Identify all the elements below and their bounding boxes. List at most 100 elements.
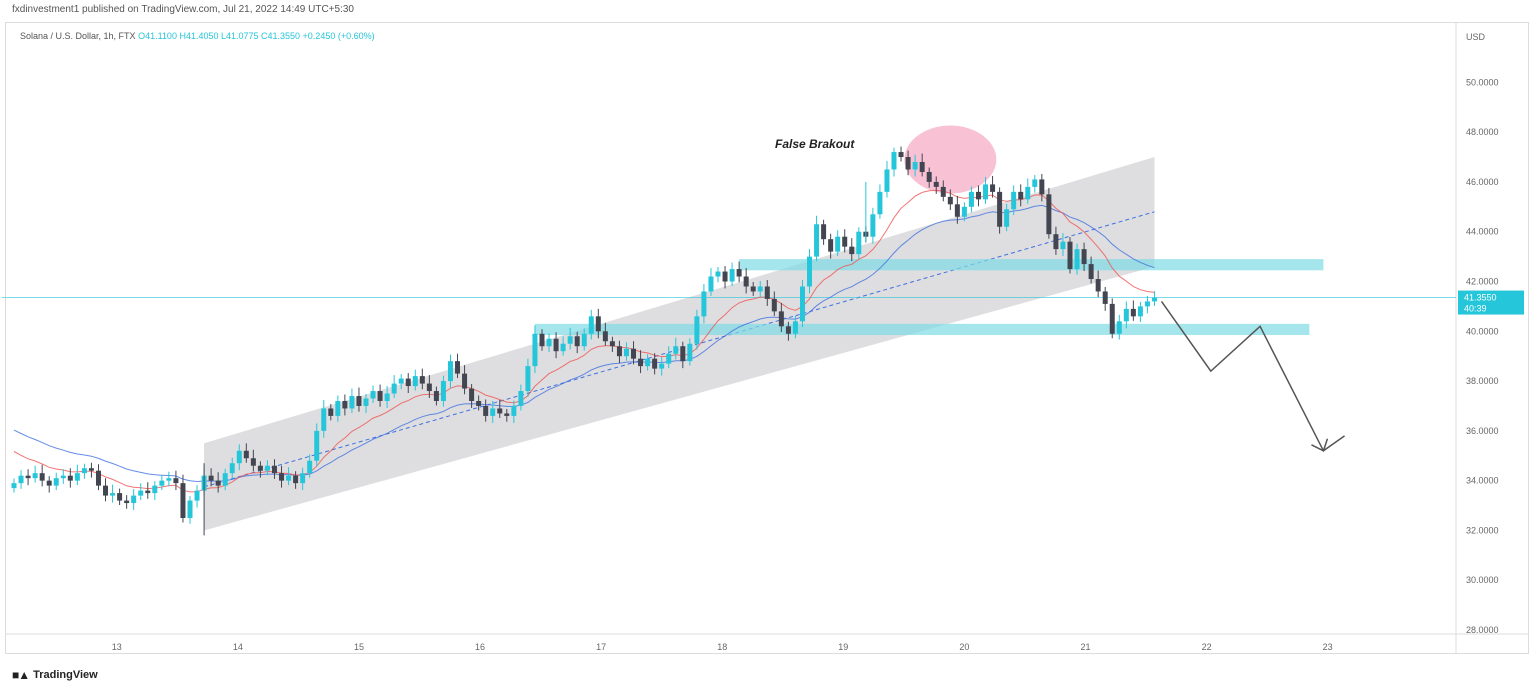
candle <box>1109 303 1115 334</box>
candle <box>1060 241 1066 250</box>
candle <box>1137 306 1143 317</box>
candle <box>1151 297 1157 302</box>
candle <box>1095 279 1101 292</box>
tradingview-logo[interactable]: ■▲ TradingView <box>12 668 98 682</box>
candle <box>926 171 932 182</box>
candle <box>645 358 651 367</box>
candle <box>1025 186 1031 200</box>
candle <box>954 204 960 217</box>
candle <box>814 224 820 257</box>
candle <box>539 333 545 347</box>
candle <box>321 408 327 431</box>
y-tick-label: 42.0000 <box>1466 276 1499 286</box>
candle <box>1046 194 1052 235</box>
price-tag-value: 41.3550 <box>1464 293 1497 303</box>
candle <box>46 480 52 486</box>
candle <box>243 450 249 459</box>
candle <box>222 473 228 486</box>
candle <box>792 321 798 334</box>
candle <box>560 343 566 352</box>
candle <box>666 353 672 364</box>
candle <box>384 393 390 401</box>
candle <box>1130 308 1136 317</box>
candle <box>145 490 151 494</box>
candle <box>1032 179 1038 187</box>
candle <box>405 378 411 387</box>
x-tick-label: 13 <box>112 642 122 652</box>
candle <box>1102 291 1108 304</box>
candle <box>1123 308 1129 322</box>
candle <box>74 473 80 481</box>
candle <box>849 246 855 255</box>
candle <box>159 480 165 486</box>
candle <box>884 169 890 192</box>
candle <box>842 236 848 247</box>
candle <box>518 391 524 406</box>
candle <box>532 333 538 367</box>
y-tick-label: 32.0000 <box>1466 525 1499 535</box>
symbol-name: Solana / U.S. Dollar, 1h, FTX <box>20 31 136 41</box>
candle <box>307 460 313 474</box>
candle <box>778 311 784 327</box>
channel-midline <box>203 211 1155 488</box>
candle <box>673 346 679 354</box>
candle <box>286 475 292 481</box>
candle <box>264 465 270 471</box>
candle <box>708 276 714 292</box>
candle <box>771 298 777 312</box>
candle <box>229 463 235 474</box>
y-tick-label: 36.0000 <box>1466 426 1499 436</box>
candle <box>870 214 876 237</box>
candle <box>363 398 369 406</box>
ascending-channel <box>204 157 1155 531</box>
candle <box>659 363 665 369</box>
candle <box>961 206 967 217</box>
candle <box>391 383 397 394</box>
candle <box>1067 241 1073 270</box>
candle <box>891 152 897 170</box>
candle <box>173 478 179 484</box>
candle <box>1018 191 1024 200</box>
currency-label: USD <box>1466 32 1486 42</box>
candle <box>131 495 137 504</box>
candle <box>53 478 59 486</box>
candle <box>567 336 573 344</box>
y-tick-label: 44.0000 <box>1466 227 1499 237</box>
y-tick-label: 48.0000 <box>1466 127 1499 137</box>
y-tick-label: 40.0000 <box>1466 326 1499 336</box>
candle <box>88 468 94 471</box>
candle <box>67 475 73 481</box>
candle <box>609 341 615 347</box>
candle <box>124 500 130 504</box>
candle <box>370 391 376 399</box>
price-tag-countdown: 40:39 <box>1464 304 1487 314</box>
candle <box>623 348 629 357</box>
candle <box>701 291 707 317</box>
candle <box>447 361 453 382</box>
x-tick-label: 18 <box>717 642 727 652</box>
candle <box>616 346 622 357</box>
candle <box>828 239 834 252</box>
candle <box>687 343 693 362</box>
x-tick-label: 17 <box>596 642 606 652</box>
candle <box>194 490 200 501</box>
candle <box>680 346 686 362</box>
candle <box>694 316 700 344</box>
candle <box>103 485 109 496</box>
candle <box>546 338 552 347</box>
candle <box>968 191 974 207</box>
candle <box>180 483 186 518</box>
candle <box>581 333 587 347</box>
candle <box>300 473 306 484</box>
x-tick-label: 23 <box>1323 642 1333 652</box>
candle <box>117 493 123 501</box>
candle <box>462 373 468 389</box>
price-tag-box <box>1458 290 1524 315</box>
candle <box>975 191 981 200</box>
candle <box>18 475 24 484</box>
candle <box>257 465 263 471</box>
candle <box>750 286 756 292</box>
tradingview-icon: ■▲ <box>12 668 30 682</box>
projection-arrowhead <box>1311 438 1329 452</box>
